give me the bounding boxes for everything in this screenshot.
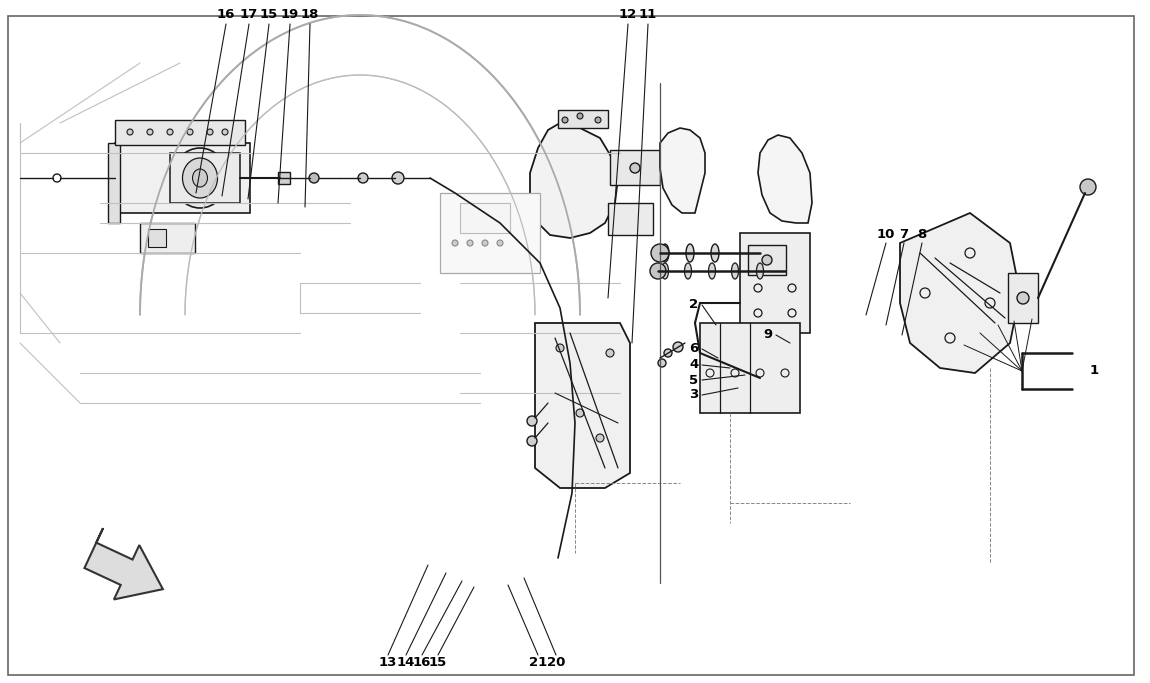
Bar bbox=[278, 172, 290, 184]
Ellipse shape bbox=[757, 263, 764, 279]
Circle shape bbox=[658, 359, 666, 367]
Polygon shape bbox=[900, 213, 1020, 373]
Text: 14: 14 bbox=[397, 656, 415, 669]
Ellipse shape bbox=[661, 244, 669, 262]
Circle shape bbox=[673, 342, 683, 352]
Text: 5: 5 bbox=[690, 374, 698, 387]
Circle shape bbox=[596, 434, 604, 442]
Bar bbox=[700, 323, 800, 413]
Ellipse shape bbox=[684, 263, 691, 279]
Text: 16: 16 bbox=[413, 656, 431, 669]
Text: 1: 1 bbox=[1089, 365, 1098, 378]
Circle shape bbox=[650, 263, 666, 279]
Circle shape bbox=[467, 240, 473, 246]
Text: 7: 7 bbox=[899, 229, 909, 242]
Circle shape bbox=[762, 255, 772, 265]
Bar bbox=[115, 120, 245, 145]
Text: 21: 21 bbox=[529, 656, 547, 669]
Polygon shape bbox=[530, 123, 618, 238]
Circle shape bbox=[651, 244, 669, 262]
Circle shape bbox=[309, 173, 319, 183]
Circle shape bbox=[482, 240, 488, 246]
Bar bbox=[140, 223, 196, 253]
Circle shape bbox=[392, 172, 404, 184]
Ellipse shape bbox=[711, 244, 719, 262]
Circle shape bbox=[753, 246, 767, 260]
Bar bbox=[170, 153, 240, 203]
Text: 20: 20 bbox=[546, 656, 565, 669]
Circle shape bbox=[497, 240, 503, 246]
Text: 2: 2 bbox=[690, 298, 698, 311]
Polygon shape bbox=[660, 128, 705, 213]
Circle shape bbox=[167, 129, 172, 135]
Text: 15: 15 bbox=[260, 8, 278, 21]
Ellipse shape bbox=[731, 263, 738, 279]
Circle shape bbox=[606, 349, 614, 357]
Text: 15: 15 bbox=[429, 656, 447, 669]
Text: 11: 11 bbox=[639, 8, 657, 21]
Circle shape bbox=[664, 349, 672, 357]
Text: 8: 8 bbox=[918, 229, 927, 242]
Circle shape bbox=[452, 240, 458, 246]
Ellipse shape bbox=[183, 158, 217, 198]
Bar bbox=[440, 193, 540, 273]
Bar bbox=[1009, 273, 1038, 323]
Circle shape bbox=[126, 129, 133, 135]
Text: 19: 19 bbox=[281, 8, 299, 21]
Text: 13: 13 bbox=[378, 656, 397, 669]
Circle shape bbox=[358, 173, 368, 183]
Circle shape bbox=[147, 129, 153, 135]
Text: 6: 6 bbox=[689, 342, 699, 355]
Bar bbox=[460, 203, 509, 233]
Ellipse shape bbox=[661, 263, 668, 279]
Bar bbox=[748, 245, 785, 275]
Text: 3: 3 bbox=[689, 389, 699, 402]
Circle shape bbox=[595, 117, 601, 123]
Text: 9: 9 bbox=[764, 329, 773, 342]
Circle shape bbox=[187, 129, 193, 135]
Circle shape bbox=[562, 117, 568, 123]
Ellipse shape bbox=[708, 263, 715, 279]
Bar bbox=[739, 233, 810, 333]
Circle shape bbox=[527, 416, 537, 426]
Circle shape bbox=[555, 344, 563, 352]
Bar bbox=[148, 229, 166, 247]
Bar bbox=[115, 143, 250, 213]
Circle shape bbox=[222, 129, 228, 135]
Circle shape bbox=[53, 174, 61, 182]
Polygon shape bbox=[535, 323, 630, 488]
Text: 10: 10 bbox=[876, 229, 895, 242]
Polygon shape bbox=[758, 135, 812, 223]
Ellipse shape bbox=[687, 244, 693, 262]
Circle shape bbox=[1080, 179, 1096, 195]
Ellipse shape bbox=[192, 169, 207, 187]
Circle shape bbox=[207, 129, 213, 135]
Text: 12: 12 bbox=[619, 8, 637, 21]
Text: 17: 17 bbox=[240, 8, 258, 21]
Text: 16: 16 bbox=[217, 8, 236, 21]
Bar bbox=[608, 203, 653, 235]
Circle shape bbox=[576, 409, 584, 417]
Bar bbox=[610, 150, 660, 185]
Circle shape bbox=[1017, 292, 1029, 304]
Bar bbox=[558, 110, 608, 128]
Circle shape bbox=[630, 163, 641, 173]
Text: 18: 18 bbox=[301, 8, 320, 21]
Ellipse shape bbox=[172, 148, 228, 208]
Circle shape bbox=[527, 436, 537, 446]
Text: 4: 4 bbox=[689, 359, 699, 372]
Polygon shape bbox=[84, 528, 163, 600]
Bar bbox=[108, 143, 120, 223]
Circle shape bbox=[577, 113, 583, 119]
